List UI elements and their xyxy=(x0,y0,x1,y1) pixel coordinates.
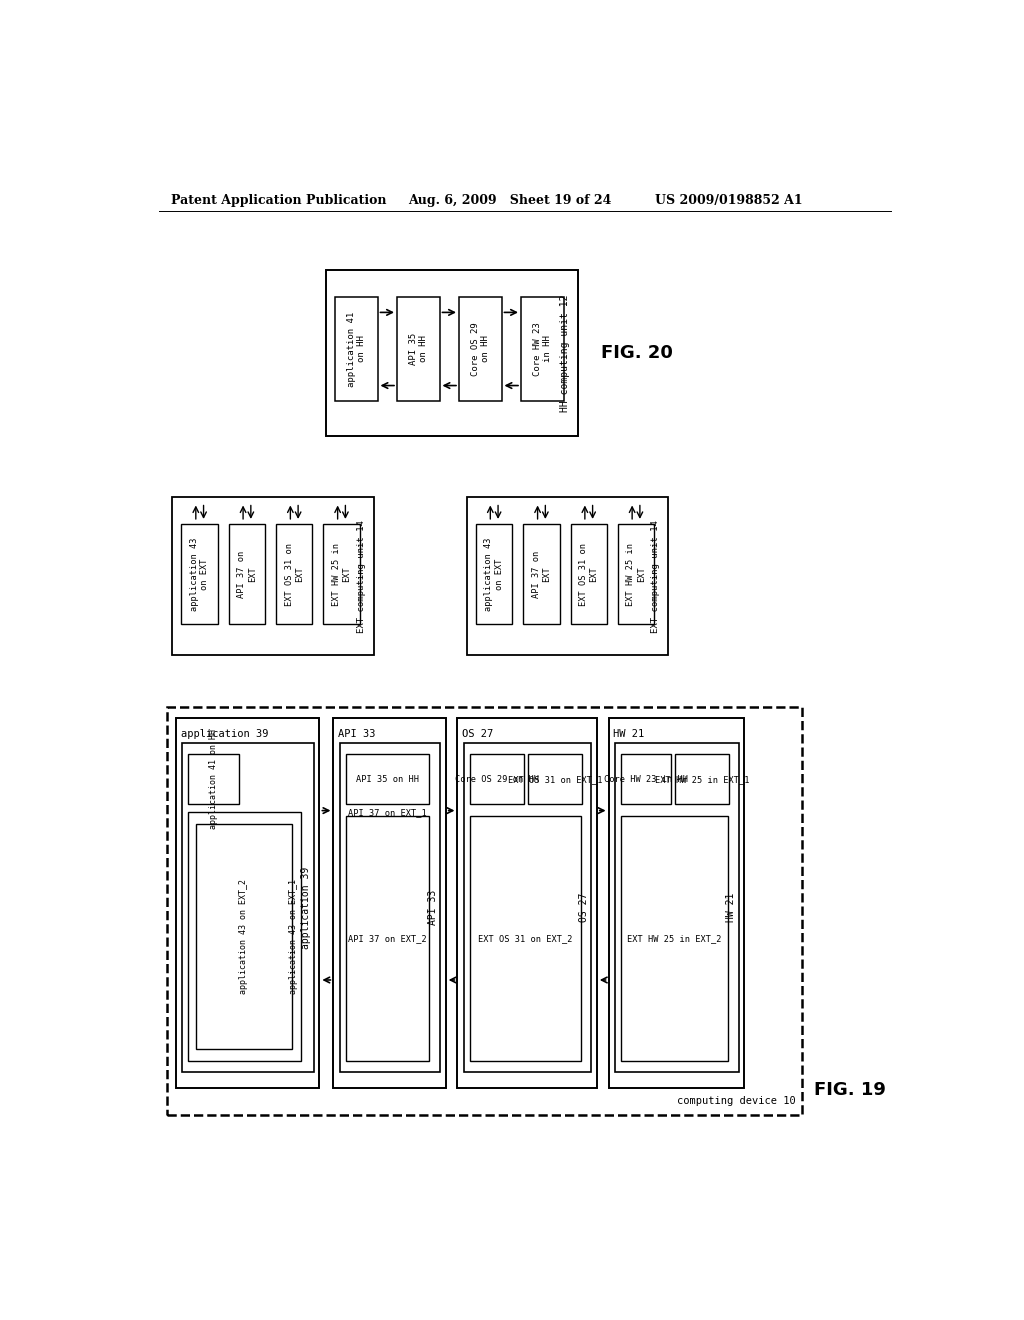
Text: application 39: application 39 xyxy=(301,866,311,949)
Text: API 33: API 33 xyxy=(338,729,376,739)
Text: Core HW 23
in HH: Core HW 23 in HH xyxy=(532,322,552,376)
Text: OS 27: OS 27 xyxy=(579,892,589,923)
Text: application 41 on HH: application 41 on HH xyxy=(209,730,218,829)
Bar xyxy=(197,824,292,1049)
Text: application 39: application 39 xyxy=(180,729,268,739)
Text: Patent Application Publication: Patent Application Publication xyxy=(171,194,386,207)
Text: FIG. 19: FIG. 19 xyxy=(814,1081,886,1100)
Text: EXT HW 25 in
EXT: EXT HW 25 in EXT xyxy=(332,543,351,606)
Text: OS 27: OS 27 xyxy=(462,729,494,739)
Text: EXT computing unit 14: EXT computing unit 14 xyxy=(356,520,366,632)
Bar xyxy=(346,816,429,1061)
Bar xyxy=(326,271,578,436)
Text: EXT HW 25 in EXT_2: EXT HW 25 in EXT_2 xyxy=(627,935,722,942)
Text: Aug. 6, 2009   Sheet 19 of 24: Aug. 6, 2009 Sheet 19 of 24 xyxy=(409,194,612,207)
Text: application 43
on EXT: application 43 on EXT xyxy=(484,537,504,611)
Bar xyxy=(523,524,560,624)
Bar xyxy=(675,755,729,804)
Text: application 41
on HH: application 41 on HH xyxy=(346,312,366,387)
Bar xyxy=(176,718,319,1088)
Bar xyxy=(346,755,429,804)
Text: FIG. 20: FIG. 20 xyxy=(601,343,673,362)
Text: API 35
on HH: API 35 on HH xyxy=(409,333,428,366)
Bar xyxy=(458,718,597,1088)
Bar xyxy=(476,524,512,624)
Text: EXT OS 31 on EXT_2: EXT OS 31 on EXT_2 xyxy=(478,935,572,942)
Text: HW 21: HW 21 xyxy=(613,729,644,739)
Bar xyxy=(182,743,314,1072)
Bar xyxy=(340,743,440,1072)
Text: application 43
on EXT: application 43 on EXT xyxy=(190,537,209,611)
Bar xyxy=(167,706,802,1114)
Text: EXT OS 31 on
EXT: EXT OS 31 on EXT xyxy=(285,543,304,606)
Bar xyxy=(470,816,581,1061)
Bar xyxy=(276,524,312,624)
Text: EXT HW 25 in
EXT: EXT HW 25 in EXT xyxy=(627,543,646,606)
Bar xyxy=(324,524,359,624)
Bar xyxy=(397,297,439,401)
Text: HH computing unit 12: HH computing unit 12 xyxy=(560,294,570,412)
Text: API 37 on EXT_1: API 37 on EXT_1 xyxy=(348,808,427,817)
Bar xyxy=(617,524,654,624)
Text: US 2009/0198852 A1: US 2009/0198852 A1 xyxy=(655,194,803,207)
Bar xyxy=(621,816,728,1061)
Bar xyxy=(528,755,583,804)
Bar xyxy=(188,812,301,1061)
Text: EXT HW 25 in EXT_1: EXT HW 25 in EXT_1 xyxy=(655,775,750,784)
Bar xyxy=(188,755,239,804)
Text: Core OS 29
on HH: Core OS 29 on HH xyxy=(471,322,489,376)
Bar xyxy=(334,718,445,1088)
Bar xyxy=(181,524,218,624)
Text: API 37 on EXT_2: API 37 on EXT_2 xyxy=(348,935,427,942)
Bar xyxy=(172,498,374,655)
Text: API 35 on HH: API 35 on HH xyxy=(356,775,419,784)
Text: computing device 10: computing device 10 xyxy=(677,1096,796,1106)
Text: EXT OS 31 on EXT_1: EXT OS 31 on EXT_1 xyxy=(508,775,602,784)
Text: EXT OS 31 on
EXT: EXT OS 31 on EXT xyxy=(579,543,598,606)
Text: Core HW 23 in HH: Core HW 23 in HH xyxy=(604,775,688,784)
Text: API 37 on
EXT: API 37 on EXT xyxy=(531,550,551,598)
Bar xyxy=(464,743,592,1072)
Text: Core OS 29 on HH: Core OS 29 on HH xyxy=(455,775,539,784)
Text: API 33: API 33 xyxy=(428,890,437,925)
Bar xyxy=(470,755,524,804)
Text: HW 21: HW 21 xyxy=(726,892,736,923)
Bar xyxy=(570,524,607,624)
Bar xyxy=(335,297,378,401)
Bar xyxy=(614,743,738,1072)
Text: application 43 on EXT_2: application 43 on EXT_2 xyxy=(240,879,249,994)
Bar xyxy=(621,755,672,804)
Text: application 43 on EXT_1: application 43 on EXT_1 xyxy=(289,879,298,994)
Text: EXT computing unit 14: EXT computing unit 14 xyxy=(651,520,660,632)
Bar xyxy=(608,718,744,1088)
Bar xyxy=(521,297,563,401)
Bar xyxy=(467,498,669,655)
Text: API 37 on
EXT: API 37 on EXT xyxy=(238,550,257,598)
Bar xyxy=(459,297,502,401)
Bar xyxy=(228,524,265,624)
